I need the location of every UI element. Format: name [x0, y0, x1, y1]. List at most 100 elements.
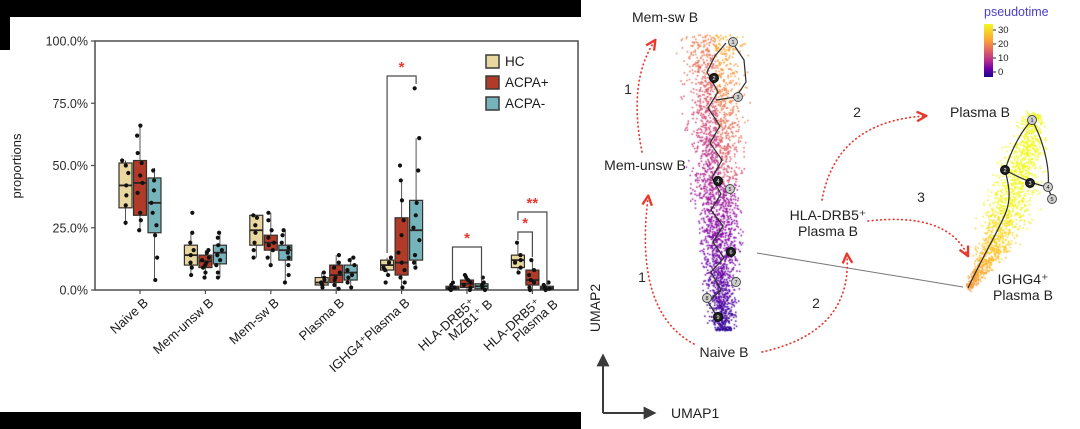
trajectory-node: [731, 277, 741, 287]
data-point: [252, 240, 257, 245]
data-point: [149, 200, 154, 205]
data-point: [417, 238, 422, 243]
data-point: [383, 280, 388, 285]
trajectory-step-number: 2: [812, 295, 820, 311]
data-point: [461, 282, 467, 288]
data-point: [399, 198, 405, 203]
colorbar-tick-label: 0: [998, 67, 1003, 78]
sig-stars: *: [399, 59, 405, 76]
sig-stars: *: [464, 230, 470, 247]
cluster-label: HLA-DRB5⁺ Plasma B: [790, 207, 867, 239]
trajectory-node: [713, 176, 723, 186]
box-acpa-: [394, 217, 409, 276]
data-point: [268, 263, 273, 268]
data-point: [321, 270, 326, 275]
data-point: [529, 258, 534, 263]
data-point: [215, 270, 220, 275]
data-point: [332, 265, 337, 270]
data-point: [218, 258, 223, 263]
cluster-label: Mem-sw B: [632, 9, 698, 25]
data-point: [401, 218, 406, 223]
data-point: [137, 228, 142, 233]
data-point: [150, 210, 155, 215]
colorbar-tick-label: 30: [998, 25, 1009, 36]
data-point: [188, 253, 193, 258]
sig-bracket: [451, 246, 483, 280]
data-point: [396, 250, 401, 255]
trajectory-node: [709, 73, 719, 83]
data-point: [398, 275, 403, 280]
data-point: [413, 213, 418, 218]
sig-stars: *: [522, 215, 528, 232]
data-point: [152, 233, 158, 238]
data-point: [413, 265, 418, 270]
data-point: [526, 272, 532, 278]
data-point: [203, 270, 208, 275]
data-point: [336, 260, 341, 265]
sig-stars: **: [527, 195, 539, 212]
crop-bar-left-notch: [0, 17, 10, 50]
trajectory-node: [733, 92, 743, 102]
data-point: [322, 275, 327, 280]
data-point: [266, 218, 271, 223]
cluster-connector-line: [756, 252, 964, 288]
trajectory-node-number: 1: [731, 40, 734, 46]
data-point: [388, 255, 394, 260]
trajectory-step-arrow-4: [821, 116, 924, 201]
data-point: [402, 280, 407, 285]
data-point: [332, 282, 337, 288]
boxplot-panel: 100.0%75.0%50.0%25.0%0.0%proportionsNaiv…: [9, 35, 579, 375]
data-point: [468, 285, 473, 290]
data-point: [398, 178, 403, 183]
data-point: [462, 272, 468, 278]
data-point: [188, 240, 193, 245]
legend-label: HC: [505, 54, 525, 69]
data-point: [138, 123, 143, 128]
data-point: [385, 272, 391, 278]
data-point: [286, 263, 291, 268]
data-point: [153, 277, 158, 283]
data-point: [281, 228, 286, 233]
data-point: [135, 133, 140, 138]
trajectory-step-number: 1: [638, 269, 646, 285]
data-point: [518, 253, 523, 258]
trajectory-step-number: 3: [917, 189, 925, 205]
box-acpa-: [132, 159, 148, 216]
data-point: [266, 210, 271, 215]
data-point: [541, 282, 546, 288]
data-point: [518, 258, 523, 263]
data-point: [120, 158, 125, 163]
data-point: [270, 248, 276, 253]
data-point: [123, 163, 128, 168]
trajectory-step-arrow-2: [636, 42, 654, 153]
y-tick-label: 50.0%: [53, 159, 88, 173]
data-point: [191, 248, 196, 253]
data-point: [286, 272, 291, 278]
cluster-label: IGHG4⁺ Plasma B: [993, 271, 1053, 303]
data-point: [279, 240, 284, 245]
data-point: [253, 223, 258, 228]
data-point: [333, 275, 338, 280]
data-point: [251, 255, 256, 260]
data-point: [349, 285, 354, 290]
trajectory-node: [713, 312, 723, 322]
data-point: [450, 280, 456, 285]
trajectory-step-arrow-3: [761, 256, 847, 353]
data-point: [190, 210, 195, 215]
data-point: [351, 255, 356, 260]
trajectory-left: [706, 42, 727, 319]
data-point: [347, 258, 352, 263]
colorbar-tick-label: 20: [998, 39, 1009, 50]
data-point: [512, 260, 518, 265]
data-point: [397, 163, 403, 168]
y-tick-label: 25.0%: [53, 221, 88, 235]
trajectory-node: [1047, 194, 1057, 204]
trajectory-node: [728, 37, 738, 47]
data-point: [138, 173, 143, 178]
sig-bracket: [517, 211, 548, 284]
data-point: [346, 275, 351, 280]
data-point: [152, 178, 157, 183]
data-point: [411, 225, 416, 230]
